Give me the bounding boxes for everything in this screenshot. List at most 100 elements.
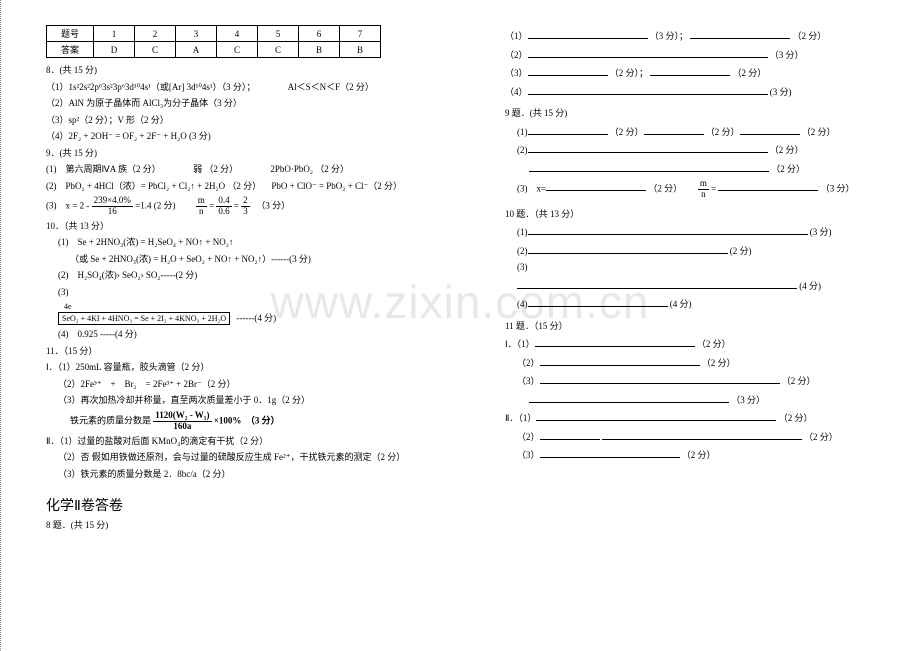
text: (2)	[517, 246, 528, 256]
text: (3) x=	[517, 183, 546, 193]
r-line: （1） （3 分）； （2 分）	[505, 28, 890, 44]
q11-I4: 铁元素的质量分数是 1120(W₂ - W₁) 160a ×100% （3 分）	[46, 411, 430, 432]
denominator: n	[196, 207, 207, 217]
blank	[540, 429, 600, 440]
text: （2 分）；	[610, 68, 648, 78]
blank	[718, 180, 818, 191]
text: (4 分)	[799, 281, 821, 291]
q9-2: (2) PbO₂ + 4HCl（浓）= PbCl₂ + Cl₂↑ + 2H₂O …	[46, 180, 430, 194]
text: （2 分）	[793, 31, 827, 41]
text: 2PbO·PbO₂ （2 分）	[270, 164, 349, 174]
table-header: 题号	[47, 26, 94, 42]
text: (3 分)	[810, 227, 832, 237]
text: (4)	[517, 299, 528, 309]
blank	[602, 429, 802, 440]
text: PbO + ClO⁻ = PbO₂ + Cl⁻（2 分）	[271, 181, 402, 191]
q10-3-diagram: 4e SeO₂ + 4KI + 4HNO₃ = Se + 2I₂ + 4KNO₃…	[46, 302, 430, 325]
blank	[517, 278, 797, 289]
r-line: (4) (4 分)	[505, 296, 890, 312]
blank	[536, 410, 776, 421]
text: （1）	[505, 31, 528, 41]
text: (1)	[517, 127, 528, 137]
text: 弱 （2 分）	[193, 164, 238, 174]
text: =1.4 (2 分)	[135, 200, 193, 210]
q8-title: 8．(共 15 分)	[46, 64, 430, 78]
text: =	[234, 200, 241, 210]
fraction: m n	[196, 196, 207, 217]
text: (4 分)	[670, 299, 692, 309]
table-row: 答案 D C A C C B B	[47, 42, 381, 58]
table-cell: 5	[258, 26, 299, 42]
text: （3 分）	[770, 50, 804, 60]
q10-1a: (1) Se + 2HNO₃(浓) = H₂SeO₄ + NO↑ + NO₂↑	[46, 236, 430, 250]
table-cell: C	[217, 42, 258, 58]
r-line: （3） （2 分）； （2 分）	[505, 65, 890, 81]
text: =	[209, 200, 216, 210]
r-line: （4） (3 分)	[505, 84, 890, 100]
text: （2 分）	[702, 358, 736, 368]
denominator: n	[698, 190, 709, 200]
text: （2 分）	[648, 183, 695, 193]
table-header: 答案	[47, 42, 94, 58]
text: （2 分）	[697, 339, 731, 349]
fraction: 0.4 0.6	[216, 196, 231, 217]
q11-I3: （3）再次加热冷却并称量，直至两次质量差小于 0．1g（2 分）	[46, 394, 430, 408]
r-line: Ⅱ．（1） （2 分）	[505, 410, 890, 426]
text: （3 分）；	[650, 31, 688, 41]
table-cell: B	[299, 42, 340, 58]
text: （2 分）	[770, 145, 804, 155]
blank	[540, 373, 780, 384]
table-cell: C	[258, 42, 299, 58]
text: （2 分）	[682, 450, 716, 460]
table-cell: 6	[299, 26, 340, 42]
blank	[540, 447, 680, 458]
q10-4: (4) 0.925 -----(4 分)	[46, 328, 430, 342]
r-line: （2 分）	[505, 161, 890, 177]
fraction: 1120(W₂ - W₁) 160a	[153, 411, 211, 432]
blank	[528, 65, 608, 76]
text: （3 分）	[821, 183, 855, 193]
text: (3)	[517, 262, 528, 272]
fraction: m n	[698, 179, 709, 200]
text: ------(4 分)	[236, 313, 276, 323]
r-line: (2) (2 分)	[505, 243, 890, 259]
q9-3: (3) x = 2 - 239×4.0% 16 =1.4 (2 分) m n =…	[46, 196, 430, 217]
text: Ⅱ．（1）	[505, 413, 536, 423]
blank	[535, 336, 695, 347]
text: （2 分）	[610, 127, 644, 137]
text: （2 分）	[804, 432, 838, 442]
blank	[740, 124, 800, 135]
text: (2) PbO₂ + 4HCl（浓）= PbCl₂ + Cl₂↑ + 2H₂O …	[46, 181, 261, 191]
table-cell: A	[176, 42, 217, 58]
q10-title: 10．（共 13 分）	[46, 220, 430, 234]
text: （2）	[517, 358, 540, 368]
text: （3）	[505, 68, 528, 78]
q10-1b: （或 Se + 2HNO₃(浓) = H₂O + SeO₂ + NO↑ + NO…	[46, 253, 430, 267]
q8-3: （3）sp²（2 分）；V 形（2 分）	[46, 114, 430, 128]
q11-I2: （2）2Fe³⁺ + Br₂ = 2Fe³⁺ + 2Br⁻（2 分）	[46, 378, 430, 392]
table-cell: B	[340, 42, 381, 58]
text: （3 分）	[252, 200, 290, 210]
blank	[529, 392, 729, 403]
q11-title: 11．（15 分）	[46, 345, 430, 359]
text: （3）	[517, 376, 540, 386]
text: （2）	[517, 432, 540, 442]
r-line: （3 分）	[505, 392, 890, 408]
denominator: 160a	[153, 422, 211, 432]
table-cell: 7	[340, 26, 381, 42]
text: (3 分)	[770, 87, 792, 97]
fraction: 2 3	[241, 196, 250, 217]
blank	[650, 65, 730, 76]
text: （2 分）	[771, 164, 805, 174]
q9-1: (1) 第六周期ⅣA 族（2 分） 弱 （2 分） 2PbO·PbO₂ （2 分…	[46, 163, 430, 177]
q8b-title: 8 题．(共 15 分)	[46, 519, 430, 533]
table-cell: 1	[94, 26, 135, 42]
text: (3) x = 2 -	[46, 200, 92, 210]
text: ×100% （3 分）	[214, 415, 280, 425]
text: （2）	[505, 50, 528, 60]
blank	[528, 243, 728, 254]
right-column: （1） （3 分）； （2 分） （2） （3 分） （3） （2 分）； （2…	[460, 0, 920, 651]
text: Ⅰ．（1）	[505, 339, 535, 349]
electron-label: 4e	[58, 302, 430, 311]
r-line: （2） （3 分）	[505, 47, 890, 63]
